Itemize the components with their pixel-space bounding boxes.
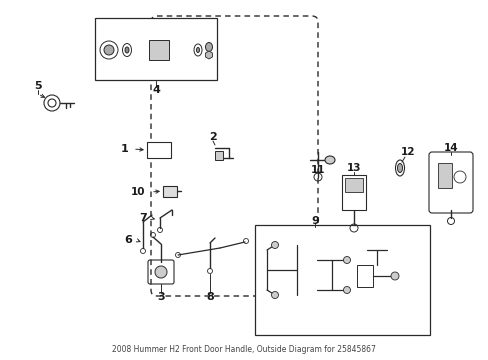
Circle shape bbox=[104, 45, 114, 55]
Ellipse shape bbox=[325, 156, 334, 164]
Text: 10: 10 bbox=[130, 187, 145, 197]
Circle shape bbox=[390, 272, 398, 280]
Circle shape bbox=[343, 287, 350, 293]
Text: 14: 14 bbox=[443, 143, 457, 153]
Ellipse shape bbox=[125, 47, 129, 53]
Polygon shape bbox=[205, 51, 212, 59]
Circle shape bbox=[271, 242, 278, 248]
Bar bbox=[149, 40, 169, 60]
Bar bbox=[437, 163, 451, 188]
Ellipse shape bbox=[196, 48, 199, 53]
Bar bbox=[345, 178, 362, 192]
Text: 2008 Hummer H2 Front Door Handle, Outside Diagram for 25845867: 2008 Hummer H2 Front Door Handle, Outsid… bbox=[112, 346, 375, 355]
Text: 1: 1 bbox=[121, 144, 129, 154]
Bar bbox=[215, 151, 223, 160]
Ellipse shape bbox=[397, 163, 402, 172]
Text: 5: 5 bbox=[34, 81, 42, 91]
Bar bbox=[254, 225, 429, 335]
Text: 12: 12 bbox=[400, 147, 414, 157]
Ellipse shape bbox=[205, 42, 212, 51]
Bar bbox=[95, 18, 217, 80]
Circle shape bbox=[343, 256, 350, 264]
Text: 3: 3 bbox=[157, 292, 164, 302]
Text: 7: 7 bbox=[139, 213, 146, 223]
Text: 6: 6 bbox=[124, 235, 132, 245]
Text: 4: 4 bbox=[152, 85, 160, 95]
Bar bbox=[147, 142, 171, 158]
Circle shape bbox=[271, 292, 278, 298]
Text: 8: 8 bbox=[206, 292, 213, 302]
Text: 11: 11 bbox=[310, 165, 325, 175]
Text: 9: 9 bbox=[310, 216, 318, 226]
Bar bbox=[356, 265, 372, 287]
Text: 13: 13 bbox=[346, 163, 361, 173]
Bar bbox=[163, 186, 177, 197]
Text: 2: 2 bbox=[209, 132, 217, 142]
Bar bbox=[341, 175, 365, 210]
Circle shape bbox=[155, 266, 167, 278]
